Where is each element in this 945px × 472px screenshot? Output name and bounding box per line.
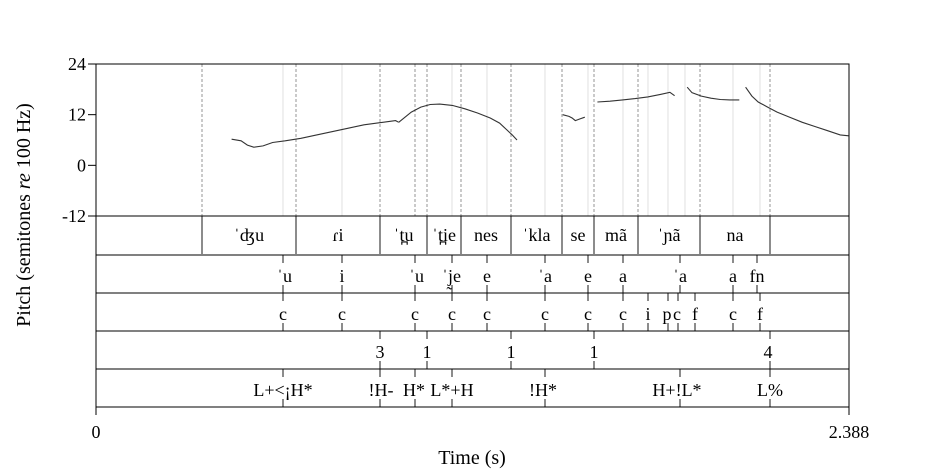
tier-label: H*: [403, 380, 425, 400]
pitch-area-frame: [95, 63, 850, 217]
tier-label: 1: [590, 342, 599, 362]
syllable-label: mã: [605, 225, 627, 245]
tier-label: 1: [423, 342, 432, 362]
tier-label: i: [645, 304, 650, 324]
pitch-segment: [562, 114, 585, 122]
tier-label: 1: [507, 342, 516, 362]
tier-label: c: [673, 304, 681, 324]
x-axis-label: Time (s): [438, 447, 506, 469]
tier-label: c: [279, 304, 287, 324]
tier-area-frame: [95, 215, 850, 408]
annotation-tiers: ˈʤu ɾi ˈt̪u ˈt̪ie nes ˈkla se mã ˈɲã na ˈu i ˈu ˈj̰e e…: [201, 216, 783, 407]
tier-label: H+!L*: [652, 380, 701, 400]
pitch-segment: [686, 86, 740, 101]
tier-label: c: [729, 304, 737, 324]
tier-label: L+<¡H*: [253, 380, 312, 400]
y-tick-label: -12: [62, 206, 86, 226]
y-axis-label-part-1: Pitch (semitones: [13, 189, 35, 327]
tier-label: L%: [757, 380, 783, 400]
syllable-label: ˈkla: [523, 225, 551, 245]
tier-label: ˈj̰e: [442, 266, 461, 290]
x-axis: 0 2.388 Time (s): [92, 422, 870, 469]
tier-label: !H-: [369, 380, 394, 400]
tier-label: e: [483, 266, 491, 286]
tier-label: c: [448, 304, 456, 324]
syllable-label: ˈɲã: [658, 225, 681, 245]
tier-label: !H*: [529, 380, 557, 400]
y-axis-label-part-2: re: [13, 173, 35, 189]
syllable-label: ɾi: [333, 225, 344, 245]
pitch-segment: [597, 91, 675, 103]
tier-label: ˈa: [538, 266, 552, 286]
tier-label: c: [338, 304, 346, 324]
syllable-label: ˈt̪ie: [432, 225, 456, 246]
syllable-label: na: [727, 225, 744, 245]
frames: [95, 63, 850, 415]
tier-label: fn: [750, 266, 765, 286]
pitch-segment: [231, 120, 399, 148]
tier-label: p: [663, 304, 672, 324]
y-axis-label: Pitch (semitones re 100 Hz): [13, 103, 35, 327]
svg-text:Pitch (semitones re 100 Hz): Pitch (semitones re 100 Hz): [13, 103, 35, 327]
tier-label: c: [541, 304, 549, 324]
tier-label: a: [729, 266, 737, 286]
tier-label: c: [411, 304, 419, 324]
y-tick-label: 0: [77, 155, 86, 175]
pitch-segment: [398, 103, 518, 141]
syllable-label: ˈt̪u: [394, 225, 414, 246]
boundary-guides: [201, 64, 771, 216]
tier-label: 3: [376, 342, 385, 362]
syllable-label: ˈʤu: [234, 225, 264, 245]
tier-label: f: [692, 304, 698, 324]
tier-label: 4: [764, 342, 773, 362]
tier-label: L*+H: [430, 380, 473, 400]
tier-label: c: [619, 304, 627, 324]
pitch-segment: [745, 86, 849, 137]
tier-label: ˈa: [673, 266, 687, 286]
y-tick-label: 24: [68, 54, 86, 74]
y-tick-label: 12: [68, 105, 86, 125]
syllable-label: se: [571, 225, 586, 245]
tier-label: ˈu: [409, 266, 424, 286]
y-axis: 24 12 0 -12: [62, 54, 96, 226]
tier-label: ˈu: [277, 266, 292, 286]
syllable-label: nes: [474, 225, 498, 245]
tier-label: f: [757, 304, 763, 324]
y-axis-label-part-3: 100 Hz): [13, 103, 35, 173]
tier-label: i: [339, 266, 344, 286]
pitch-curve: [231, 86, 849, 148]
tier-label: c: [584, 304, 592, 324]
tier-label: e: [584, 266, 592, 286]
tier-label: a: [619, 266, 627, 286]
tier-label: c: [483, 304, 491, 324]
x-tick-label: 2.388: [829, 422, 870, 442]
x-tick-label: 0: [92, 422, 101, 442]
